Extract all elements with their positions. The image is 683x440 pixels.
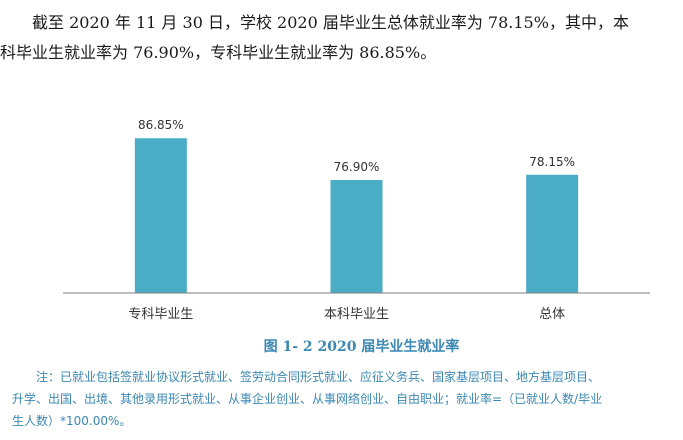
bar-2: [330, 180, 383, 293]
footnote-line-1: 注：已就业包括签就业协议形式就业、签劳动合同形式就业、应征义务兵、国家基层项目、…: [36, 370, 601, 384]
intro-line-1: 截至 2020 年 11 月 30 日，学校 2020 届毕业生总体就业率为 7…: [32, 13, 629, 32]
category-label-3: 总体: [539, 307, 565, 322]
category-label-2: 本科毕业生: [324, 307, 389, 322]
intro-paragraph: 截至 2020 年 11 月 30 日，学校 2020 届毕业生总体就业率为 7…: [0, 0, 683, 68]
figure-caption: 图 1- 2 2020 届毕业生就业率: [263, 339, 460, 355]
category-label-1: 专科毕业生: [128, 307, 193, 322]
footnote-line-2: 升学、出国、出境、其他录用形式就业、从事企业创业、从事网络创业、自由职业；就业率…: [12, 392, 603, 406]
bar-chart-svg: 86.85% 专科毕业生 76.90% 本科毕业生 78.15% 总体: [63, 118, 650, 322]
bar-3: [526, 174, 579, 293]
footnote: 注：已就业包括签就业协议形式就业、签劳动合同形式就业、应征义务兵、国家基层项目、…: [12, 366, 680, 432]
data-label-3: 78.15%: [529, 155, 575, 169]
data-label-1: 86.85%: [138, 118, 184, 132]
intro-line-2: 科毕业生就业率为 76.90%，专科毕业生就业率为 86.85%。: [0, 43, 437, 62]
bar-1: [134, 138, 187, 293]
footnote-line-3: 生人数）*100.00%。: [12, 414, 132, 428]
employment-rate-chart: 86.85% 专科毕业生 76.90% 本科毕业生 78.15% 总体: [0, 100, 683, 329]
data-label-2: 76.90%: [334, 160, 380, 174]
